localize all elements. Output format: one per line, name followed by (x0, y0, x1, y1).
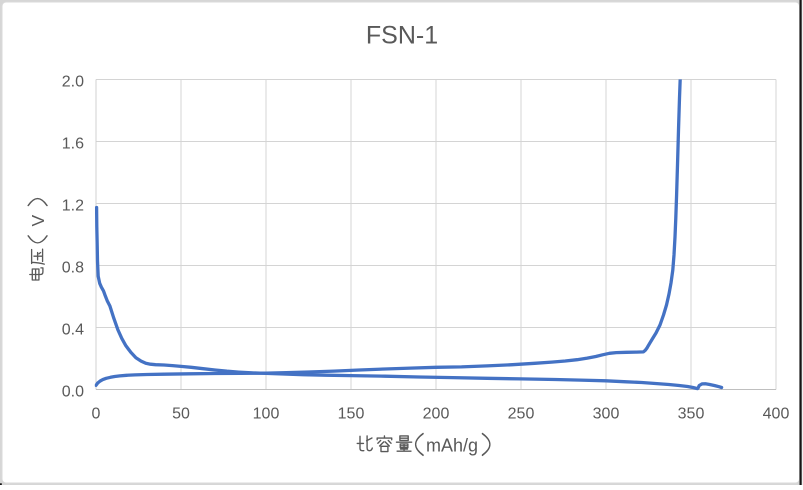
svg-text:400: 400 (763, 406, 790, 423)
svg-text:0.0: 0.0 (62, 384, 84, 401)
svg-text:1.6: 1.6 (62, 136, 84, 153)
svg-text:0: 0 (92, 406, 101, 423)
svg-text:mAh/g: mAh/g (426, 436, 478, 456)
svg-text:V: V (28, 214, 48, 226)
svg-text:350: 350 (678, 406, 705, 423)
svg-text:150: 150 (338, 406, 365, 423)
svg-text:300: 300 (593, 406, 620, 423)
svg-text:1.2: 1.2 (62, 198, 84, 215)
svg-text:0.4: 0.4 (62, 322, 84, 339)
svg-text:200: 200 (423, 406, 450, 423)
svg-text:50: 50 (172, 406, 190, 423)
svg-text:250: 250 (508, 406, 535, 423)
svg-text:0.8: 0.8 (62, 260, 84, 277)
svg-text:2.0: 2.0 (62, 74, 84, 91)
svg-text:FSN-1: FSN-1 (366, 22, 438, 50)
svg-text:100: 100 (253, 406, 280, 423)
